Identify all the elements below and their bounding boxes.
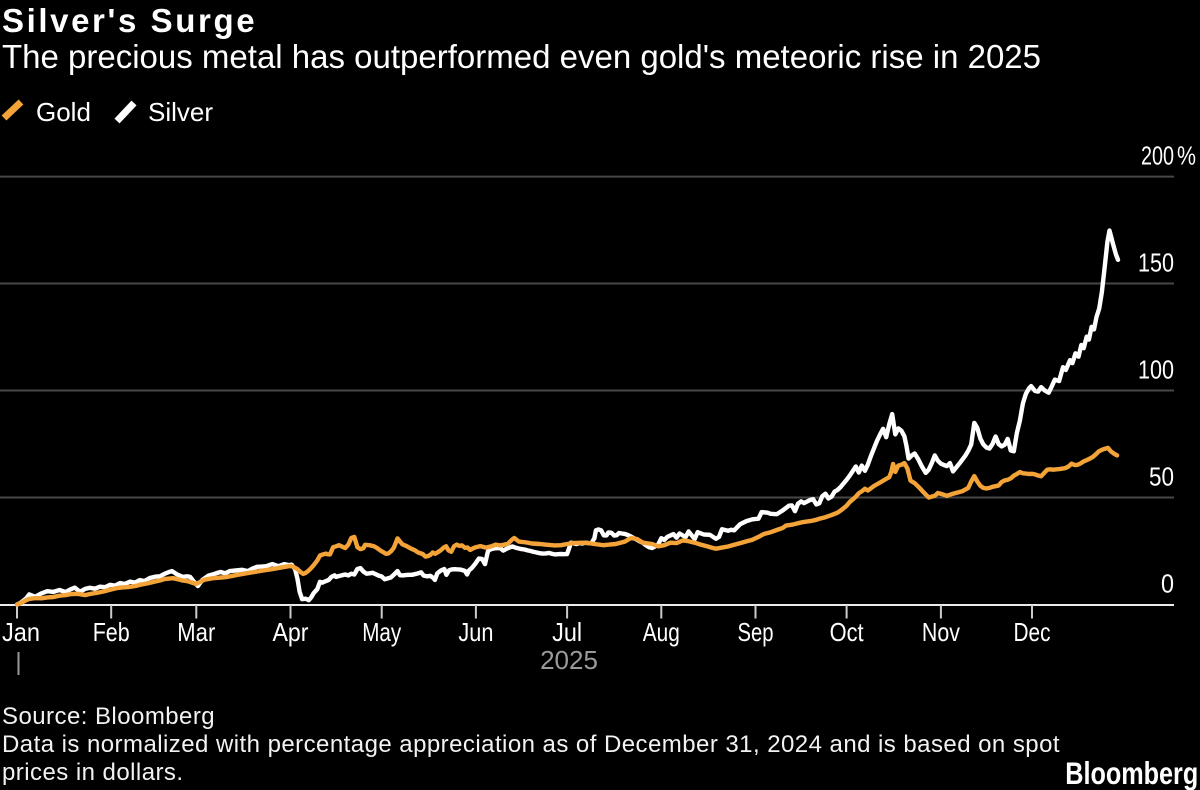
svg-text:Aug: Aug (643, 617, 680, 647)
svg-text:150: 150 (1138, 248, 1174, 278)
svg-text:Mar: Mar (177, 617, 215, 647)
svg-text:2025: 2025 (540, 645, 598, 675)
svg-text:100: 100 (1138, 355, 1174, 385)
svg-text:Nov: Nov (922, 617, 960, 647)
svg-text:50: 50 (1149, 462, 1174, 492)
svg-text:Sep: Sep (738, 617, 774, 647)
svg-text:May: May (362, 617, 401, 647)
svg-text:%: % (1177, 141, 1196, 171)
svg-text:Oct: Oct (830, 617, 865, 647)
svg-text:Jun: Jun (458, 617, 493, 647)
svg-text:0: 0 (1161, 569, 1174, 599)
svg-text:Feb: Feb (93, 617, 130, 647)
svg-text:200: 200 (1141, 141, 1174, 171)
svg-text:Dec: Dec (1014, 617, 1051, 647)
svg-text:Apr: Apr (273, 617, 309, 647)
svg-text:Jan: Jan (2, 617, 40, 647)
svg-text:Jul: Jul (552, 617, 582, 647)
